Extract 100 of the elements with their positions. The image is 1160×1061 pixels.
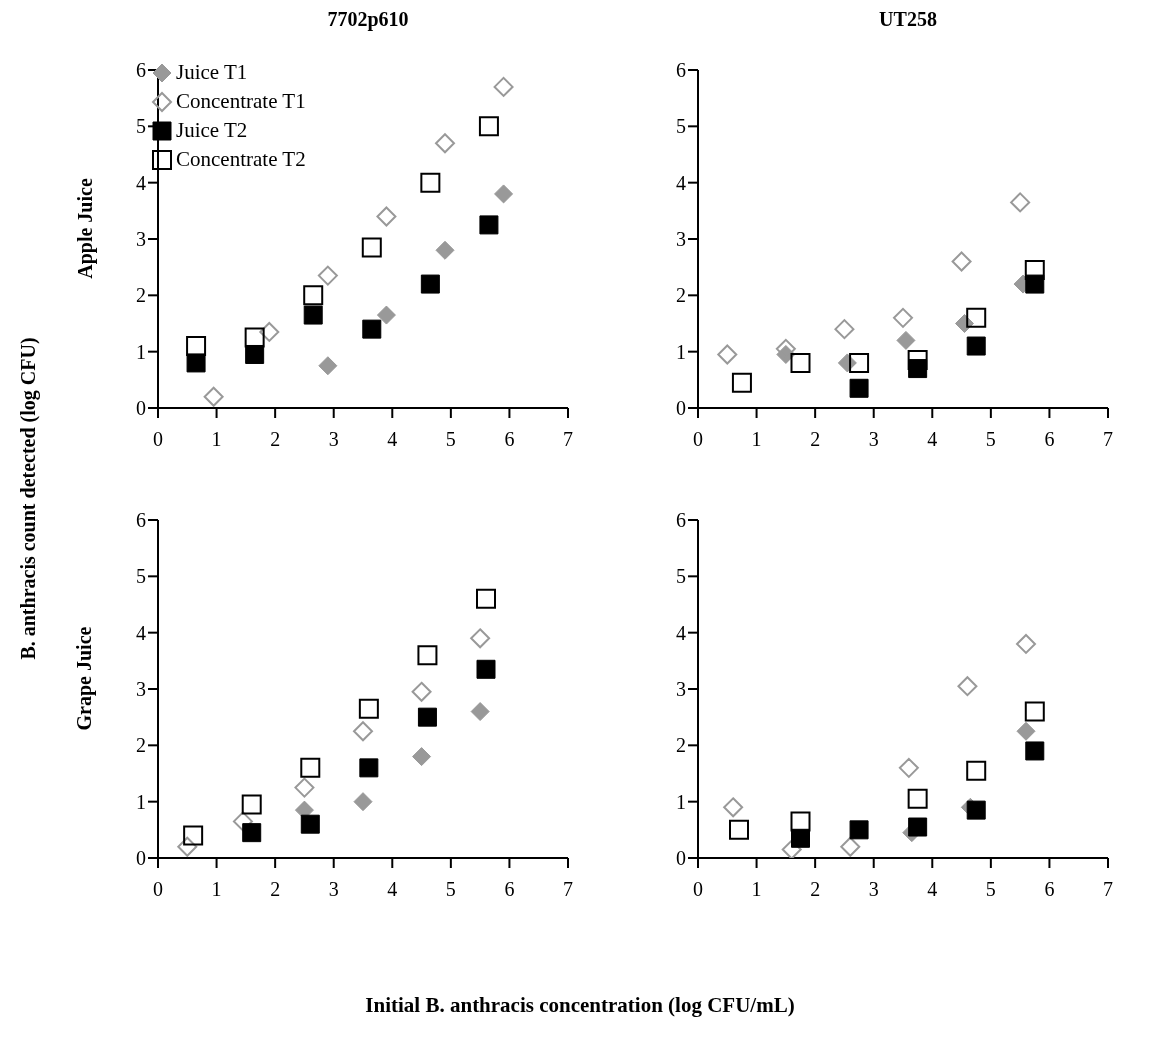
point xyxy=(358,698,379,719)
x-tick-label: 0 xyxy=(153,428,163,451)
x-tick-label: 3 xyxy=(328,878,339,901)
legend-label: Concentrate T2 xyxy=(176,146,306,173)
point xyxy=(317,265,338,286)
y-tick-label: 4 xyxy=(136,171,146,194)
legend-label: Juice T1 xyxy=(176,59,248,86)
y-tick-label: 4 xyxy=(136,621,146,644)
x-tick-label: 4 xyxy=(927,428,938,451)
y-tick-label: 5 xyxy=(676,565,686,588)
y-tick-label: 6 xyxy=(136,59,146,82)
point xyxy=(417,707,437,727)
legend-label: Concentrate T1 xyxy=(176,88,306,115)
y-tick-label: 4 xyxy=(676,171,686,194)
point xyxy=(300,814,320,834)
point xyxy=(411,681,432,702)
chart-title: UT258 xyxy=(878,8,938,31)
point xyxy=(353,792,373,812)
point xyxy=(907,788,928,809)
x-tick-label: 5 xyxy=(985,428,996,451)
x-tick-label: 3 xyxy=(868,878,879,901)
chart-title: 7702p610 xyxy=(326,8,410,31)
point xyxy=(966,800,986,820)
point xyxy=(1024,701,1045,722)
point xyxy=(849,352,870,373)
x-tick-label: 1 xyxy=(211,878,222,901)
y-tick-label: 6 xyxy=(676,59,686,82)
y-tick-label: 0 xyxy=(676,397,686,420)
x-tick-label: 5 xyxy=(985,878,996,901)
x-tick-label: 6 xyxy=(1044,878,1055,901)
point xyxy=(435,133,455,154)
x-tick-label: 4 xyxy=(387,428,398,451)
y-tick-label: 6 xyxy=(136,509,146,532)
y-tick-label: 5 xyxy=(136,115,146,138)
point xyxy=(476,588,496,609)
point xyxy=(470,628,491,649)
x-axis-title: Initial B. anthracis concentration (log CFU/mL) xyxy=(364,993,796,1018)
legend-label: Juice T2 xyxy=(176,117,248,144)
point xyxy=(376,305,396,325)
point xyxy=(420,274,440,294)
x-tick-label: 1 xyxy=(751,428,762,451)
x-tick-label: 5 xyxy=(445,878,456,901)
y-tick-label: 3 xyxy=(676,228,686,251)
x-tick-label: 5 xyxy=(445,428,456,451)
x-tick-label: 7 xyxy=(1103,878,1113,901)
point xyxy=(966,307,987,328)
point xyxy=(376,206,397,227)
x-tick-label: 1 xyxy=(211,428,222,451)
point xyxy=(849,378,869,398)
y-tick-label: 2 xyxy=(676,734,686,757)
y-tick-label: 6 xyxy=(676,509,686,532)
point xyxy=(303,305,323,325)
point xyxy=(957,676,978,697)
x-tick-label: 6 xyxy=(504,878,515,901)
point xyxy=(966,336,986,356)
y-tick-label: 2 xyxy=(676,284,686,307)
y-tick-label: 3 xyxy=(136,678,146,701)
x-tick-label: 3 xyxy=(868,428,879,451)
x-tick-label: 7 xyxy=(1103,428,1113,451)
y-tick-label: 2 xyxy=(136,734,146,757)
point xyxy=(203,386,224,407)
point xyxy=(478,116,499,137)
x-tick-label: 2 xyxy=(810,428,821,451)
y-tick-label: 1 xyxy=(676,340,686,363)
point xyxy=(790,811,811,832)
x-tick-label: 1 xyxy=(751,878,762,901)
point xyxy=(362,319,382,339)
point xyxy=(781,839,802,858)
point xyxy=(361,237,382,258)
point xyxy=(908,817,928,837)
x-tick-label: 2 xyxy=(270,878,281,901)
y-tick-label: 5 xyxy=(136,565,146,588)
point xyxy=(1025,741,1045,761)
point xyxy=(834,319,855,340)
y-tick-label: 1 xyxy=(136,340,146,363)
point xyxy=(259,321,280,342)
x-tick-label: 7 xyxy=(563,428,573,451)
y-tick-label: 3 xyxy=(136,228,146,251)
point xyxy=(417,645,438,666)
point xyxy=(966,760,987,781)
point xyxy=(893,307,913,328)
point xyxy=(353,721,373,742)
point xyxy=(731,372,752,393)
point xyxy=(476,659,496,679)
y-axis-title: Apple Juice xyxy=(73,177,97,279)
point xyxy=(183,825,204,846)
text: B. anthracis count detected (log CFU) xyxy=(16,336,40,660)
x-tick-label: 2 xyxy=(270,428,281,451)
point xyxy=(729,819,749,840)
y-tick-label: 0 xyxy=(136,397,146,420)
point xyxy=(435,240,455,260)
point xyxy=(294,777,315,798)
point xyxy=(470,702,490,722)
x-tick-label: 0 xyxy=(693,428,703,451)
point xyxy=(1010,192,1031,213)
point xyxy=(907,350,928,371)
point xyxy=(244,327,265,348)
point xyxy=(840,836,861,857)
x-tick-label: 0 xyxy=(693,878,703,901)
point xyxy=(232,811,253,832)
